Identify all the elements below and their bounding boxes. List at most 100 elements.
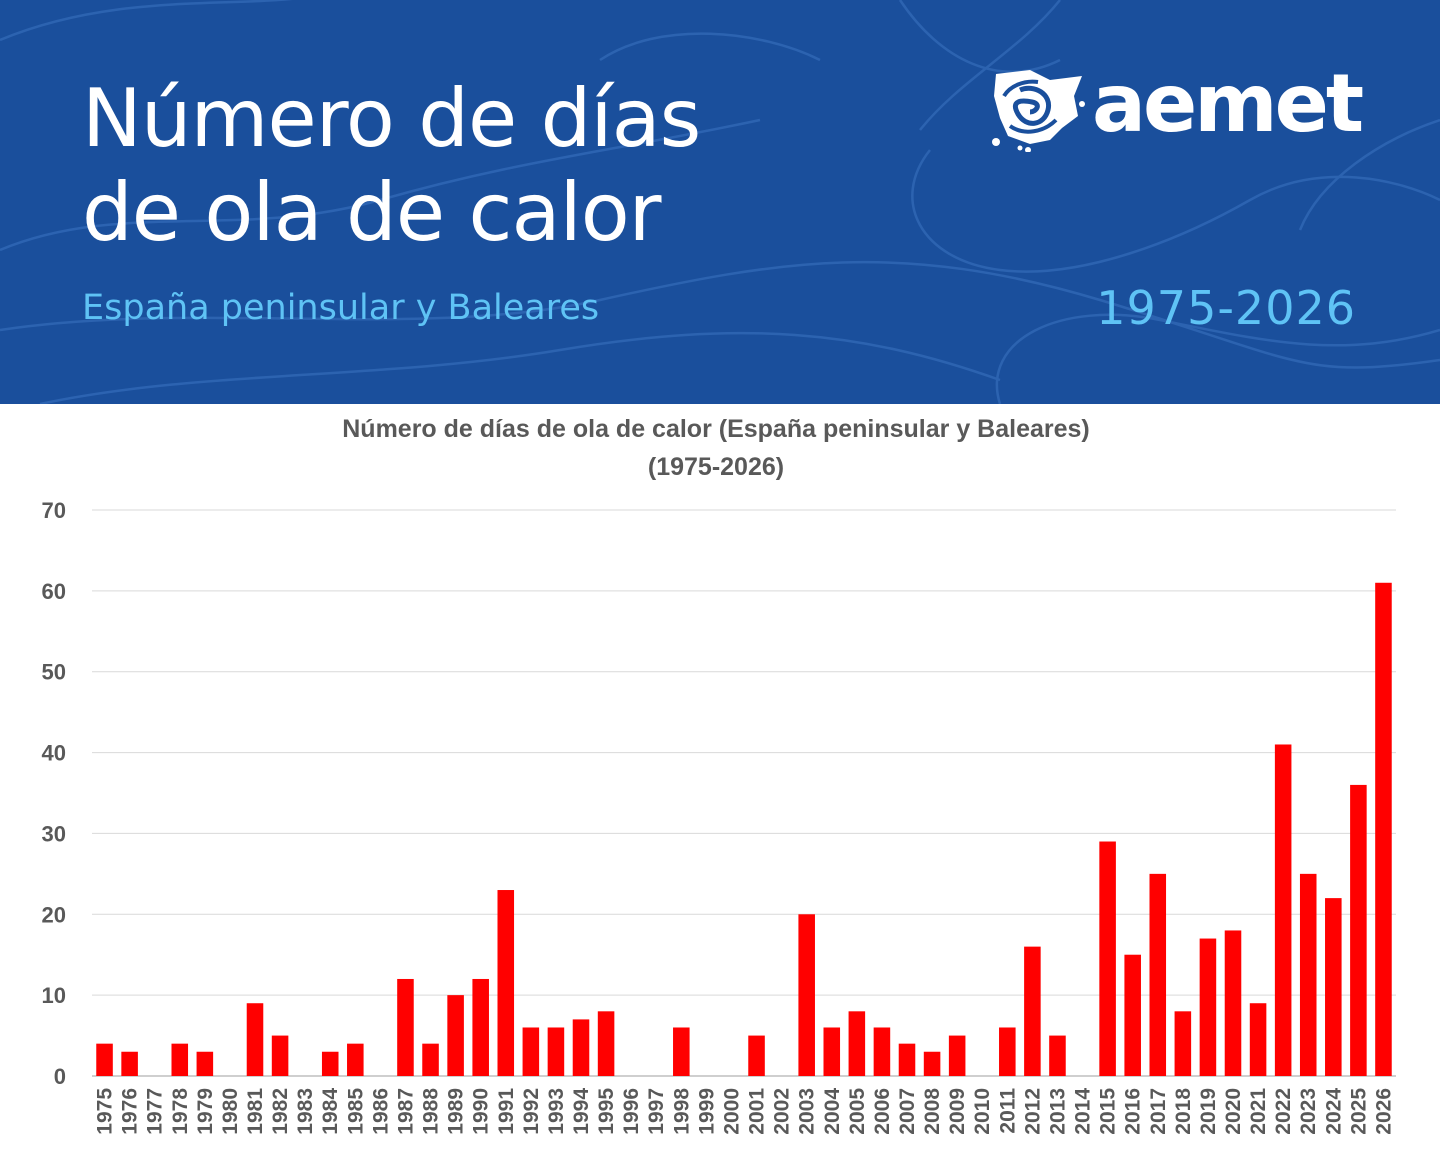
x-tick-label: 1983 [294, 1088, 317, 1135]
x-tick-label: 2018 [1172, 1088, 1195, 1135]
page-title-line2: de ola de calor [82, 166, 662, 259]
bar-1992 [522, 1027, 540, 1076]
bar-1975 [96, 1043, 113, 1076]
x-tick-label: 2025 [1347, 1088, 1370, 1135]
x-tick-label: 1975 [94, 1088, 117, 1135]
bar-1979 [196, 1051, 214, 1076]
x-tick-label: 2013 [1046, 1088, 1069, 1135]
x-tick-label: 2005 [846, 1088, 869, 1135]
x-tick-label: 2015 [1097, 1088, 1120, 1135]
x-tick-label: 1986 [369, 1088, 392, 1135]
x-tick-label: 2010 [971, 1088, 994, 1135]
x-tick-label: 1978 [169, 1088, 192, 1135]
x-tick-label: 2009 [946, 1088, 969, 1135]
x-tick-label: 2014 [1072, 1088, 1095, 1135]
bar-2003 [798, 914, 815, 1076]
x-tick-label: 1984 [319, 1088, 342, 1135]
bar-2009 [948, 1035, 966, 1076]
x-tick-label: 1998 [670, 1088, 693, 1135]
bar-1991 [497, 890, 515, 1076]
x-tick-label: 1988 [420, 1088, 443, 1135]
x-tick-label: 1981 [244, 1088, 267, 1135]
x-tick-label: 2004 [821, 1088, 844, 1135]
bar-2013 [1049, 1035, 1066, 1076]
y-tick-label: 70 [42, 498, 66, 523]
header-banner: Número de días de ola de calor España pe… [0, 0, 1440, 404]
bar-2005 [848, 1011, 866, 1076]
bar-1994 [572, 1019, 590, 1076]
x-tick-label: 1980 [219, 1088, 242, 1135]
bar-2011 [999, 1027, 1016, 1076]
x-tick-label: 2016 [1122, 1088, 1145, 1135]
bar-1990 [472, 978, 489, 1076]
x-tick-label: 2012 [1021, 1088, 1044, 1135]
x-tick-label: 1982 [269, 1088, 292, 1135]
bar-1993 [547, 1027, 565, 1076]
y-tick-label: 40 [42, 741, 66, 766]
x-tick-label: 1995 [595, 1088, 618, 1135]
bar-2017 [1149, 873, 1167, 1076]
y-tick-label: 10 [42, 983, 66, 1008]
bar-1988 [422, 1043, 439, 1076]
chart-title: Número de días de ola de calor (España p… [342, 415, 1090, 443]
x-tick-label: 2007 [896, 1088, 919, 1135]
x-tick-label: 1987 [394, 1088, 417, 1135]
x-tick-label: 1996 [620, 1088, 643, 1135]
x-tick-label: 2000 [720, 1088, 743, 1135]
x-tick-label: 2026 [1372, 1088, 1395, 1135]
x-tick-label: 1999 [695, 1088, 718, 1135]
y-axis-ticks: 0 10 20 30 40 50 60 70 [42, 498, 66, 1089]
bar-1982 [271, 1035, 289, 1076]
wave-background [0, 0, 1440, 404]
y-tick-label: 60 [42, 579, 66, 604]
bars [96, 582, 1392, 1076]
heatwave-days-chart: Número de días de ola de calor (España p… [0, 404, 1440, 1173]
x-tick-label: 2019 [1197, 1088, 1220, 1135]
y-tick-label: 30 [42, 821, 66, 846]
x-tick-label: 2003 [796, 1088, 819, 1135]
logo-wordmark: aemet [1092, 57, 1364, 150]
bar-2015 [1099, 841, 1116, 1076]
bar-2023 [1299, 873, 1317, 1076]
x-tick-label: 2002 [771, 1088, 794, 1135]
chart-subtitle: (1975-2026) [648, 453, 784, 481]
x-tick-label: 1994 [570, 1088, 593, 1135]
x-tick-label: 1997 [645, 1088, 668, 1135]
period-range: 1975-2026 [1096, 281, 1356, 335]
x-tick-label: 1989 [445, 1088, 468, 1135]
page-title: Número de días de ola de calor [82, 72, 701, 260]
bar-chart-svg: Número de días de ola de calor (España p… [42, 415, 1396, 1135]
x-tick-label: 2022 [1272, 1088, 1295, 1135]
x-tick-label: 2020 [1222, 1088, 1245, 1135]
x-tick-label: 2008 [921, 1088, 944, 1135]
page-title-line1: Número de días [82, 72, 701, 165]
x-tick-label: 2001 [746, 1088, 769, 1135]
x-tick-label: 1991 [495, 1088, 518, 1135]
bar-1989 [447, 995, 464, 1076]
bar-1981 [246, 1003, 264, 1076]
x-tick-label: 2011 [996, 1088, 1019, 1134]
x-tick-label: 1979 [194, 1088, 217, 1135]
bar-1995 [597, 1011, 615, 1076]
aemet-spain-map-icon [992, 70, 1085, 152]
x-axis-ticks: 1975 1976 1977 1978 1979 1980 1981 1982 1983 1984… [94, 1088, 1396, 1135]
bar-2012 [1024, 946, 1041, 1076]
region-subtitle: España peninsular y Baleares [82, 288, 600, 328]
bar-2026 [1375, 582, 1392, 1076]
x-tick-label: 2024 [1322, 1088, 1345, 1135]
x-tick-label: 2017 [1147, 1088, 1170, 1135]
y-tick-label: 20 [42, 902, 66, 927]
bar-1998 [673, 1027, 690, 1076]
bar-2019 [1199, 938, 1217, 1076]
x-tick-label: 2006 [871, 1088, 894, 1135]
x-tick-label: 1992 [520, 1088, 543, 1135]
bar-2006 [873, 1027, 891, 1076]
bar-2021 [1249, 1003, 1267, 1076]
aemet-logo: aemet [990, 58, 1370, 154]
y-tick-label: 50 [42, 660, 66, 685]
x-tick-label: 1985 [344, 1088, 367, 1135]
y-tick-label: 0 [54, 1064, 66, 1089]
bar-2025 [1350, 784, 1367, 1076]
x-tick-label: 1976 [119, 1088, 142, 1135]
bar-1976 [121, 1051, 138, 1076]
